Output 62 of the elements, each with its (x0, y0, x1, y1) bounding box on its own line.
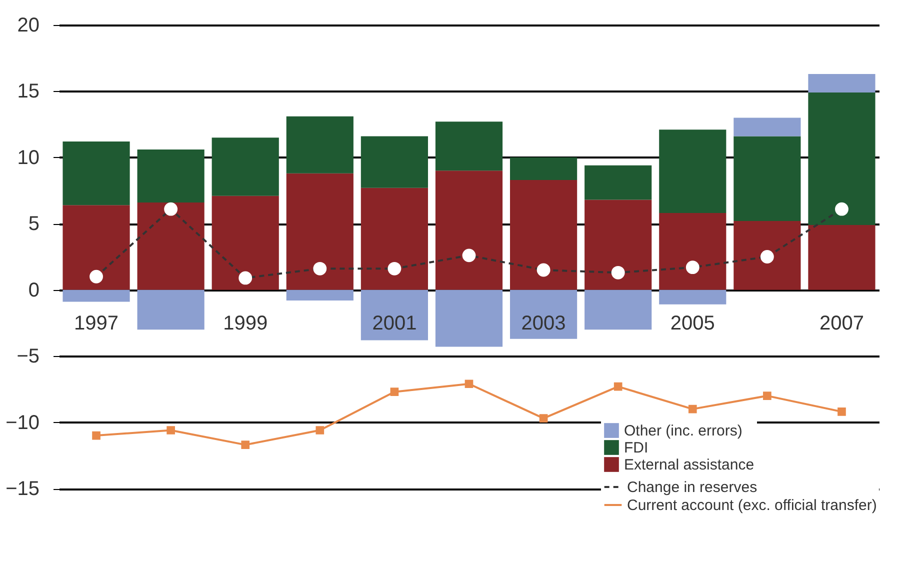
bar (137, 290, 204, 330)
bar (286, 290, 354, 300)
bar (212, 196, 279, 290)
bar (510, 157, 578, 180)
y-tick-label: 5 (28, 213, 40, 236)
bar (137, 202, 204, 290)
bar (435, 290, 503, 347)
bar (808, 92, 876, 225)
point (241, 440, 250, 449)
bar (286, 173, 354, 290)
bar (137, 149, 204, 202)
bar (659, 290, 726, 304)
bar (734, 221, 801, 290)
bar (360, 136, 428, 188)
bar (808, 74, 876, 93)
bar (286, 116, 354, 174)
x-tick-label: 2001 (372, 312, 417, 335)
bar (659, 213, 726, 290)
bar (659, 130, 726, 214)
bar (584, 165, 652, 200)
point (614, 382, 622, 391)
y-tick-label: 0 (28, 279, 40, 302)
legend-label: External assistance (624, 456, 754, 474)
bar (62, 290, 130, 302)
point (688, 404, 697, 414)
y-tick-label: 15 (17, 80, 40, 103)
point (763, 392, 772, 400)
bar (734, 136, 801, 221)
bar (360, 290, 428, 340)
x-tick-label: 1997 (74, 312, 119, 335)
legend-label: FDI (624, 440, 648, 456)
bar (435, 122, 503, 171)
bar (584, 200, 652, 290)
bar (510, 290, 578, 339)
bar (360, 188, 428, 290)
x-tick-label: 1999 (223, 312, 268, 335)
bar (212, 138, 279, 196)
x-tick-label: 2005 (670, 312, 715, 335)
bar (808, 224, 876, 290)
y-tick-label: 20 (17, 14, 40, 36)
legend-label: Other (inc. errors) (624, 422, 742, 440)
bar (62, 205, 130, 290)
x-tick-label: 2007 (819, 312, 864, 335)
point (316, 426, 324, 434)
y-tick-label: 10 (17, 146, 40, 169)
bar (62, 142, 130, 206)
legend-label: Change in reserves (627, 479, 758, 496)
bar (584, 290, 652, 330)
bar (510, 180, 578, 290)
point (838, 408, 846, 416)
point (92, 431, 100, 440)
bar (435, 170, 503, 290)
point (464, 380, 474, 388)
bar (734, 118, 801, 136)
point (166, 426, 175, 434)
legend-label: Current account (exc. official transfer) (627, 497, 877, 514)
y-tick-label: −10 (6, 412, 40, 434)
y-tick-label: −15 (6, 478, 40, 500)
x-tick-label: 2003 (521, 312, 566, 335)
point (390, 388, 399, 396)
point (539, 414, 548, 422)
y-tick-label: −5 (16, 346, 40, 368)
